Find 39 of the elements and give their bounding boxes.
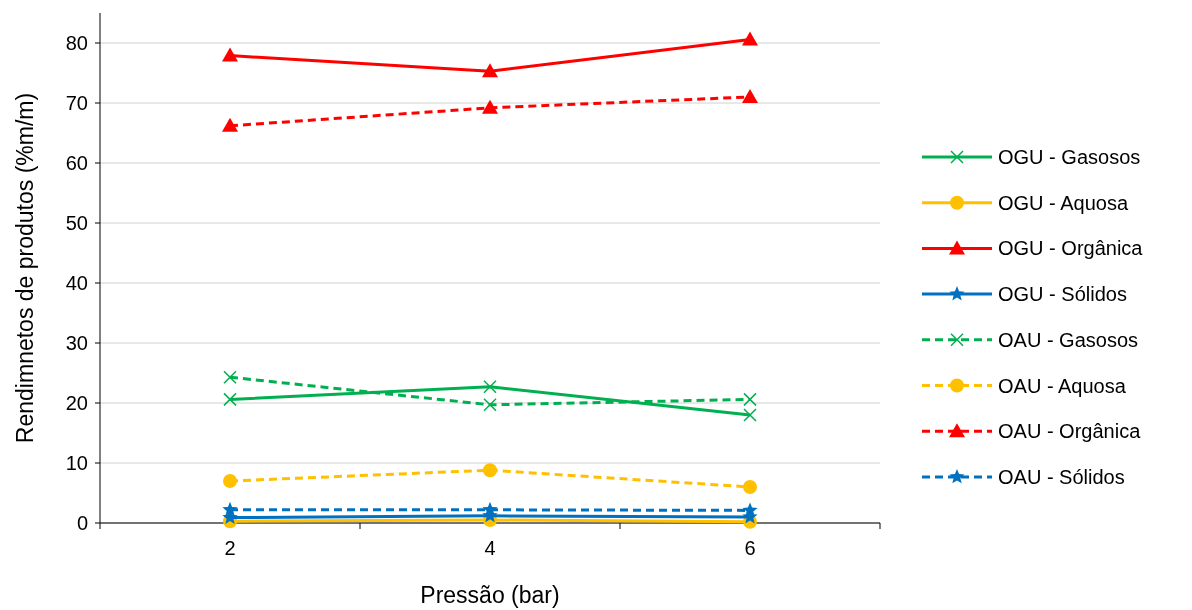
legend-label: OGU - Aquosa	[998, 191, 1129, 214]
y-axis-title: Rendimnetos de produtos (%m/m)	[12, 92, 38, 444]
point	[483, 398, 497, 412]
y-tick-label: 60	[65, 152, 88, 174]
y-tick-label: 40	[65, 272, 88, 294]
legend-label: OAU - Orgânica	[998, 420, 1142, 443]
point	[482, 63, 498, 78]
point	[223, 474, 237, 488]
point	[482, 99, 498, 114]
y-tick-label: 70	[65, 92, 88, 114]
point	[743, 408, 757, 422]
point	[742, 31, 758, 46]
x-axis-title: Pressão (bar)	[420, 582, 560, 608]
legend-label: OGU - Sólidos	[998, 283, 1127, 306]
y-tick-label: 80	[65, 32, 88, 54]
point	[742, 502, 758, 517]
point	[743, 392, 757, 407]
point	[223, 370, 237, 384]
point	[223, 392, 237, 407]
point	[742, 89, 758, 103]
y-tick-label: 20	[65, 392, 88, 414]
y-tick-label: 0	[76, 512, 88, 534]
x-tick-label: 6	[744, 537, 756, 559]
legend-label: OAU - Sólidos	[998, 465, 1125, 488]
x-tick-label: 4	[484, 537, 496, 559]
legend-label: OAU - Gasosos	[998, 328, 1139, 351]
legend-label: OAU - Aquosa	[998, 374, 1127, 397]
point	[483, 380, 497, 394]
point	[743, 480, 757, 494]
x-tick-label: 2	[224, 537, 236, 559]
point	[222, 47, 238, 62]
legend-label: OGU - Gasosos	[998, 146, 1141, 168]
y-tick-label: 30	[65, 332, 88, 354]
legend-label: OGU - Orgânica	[998, 237, 1144, 260]
y-tick-label: 50	[65, 212, 88, 234]
point	[222, 117, 238, 132]
point	[222, 501, 238, 517]
y-tick-label: 10	[65, 452, 88, 474]
point	[483, 463, 497, 478]
